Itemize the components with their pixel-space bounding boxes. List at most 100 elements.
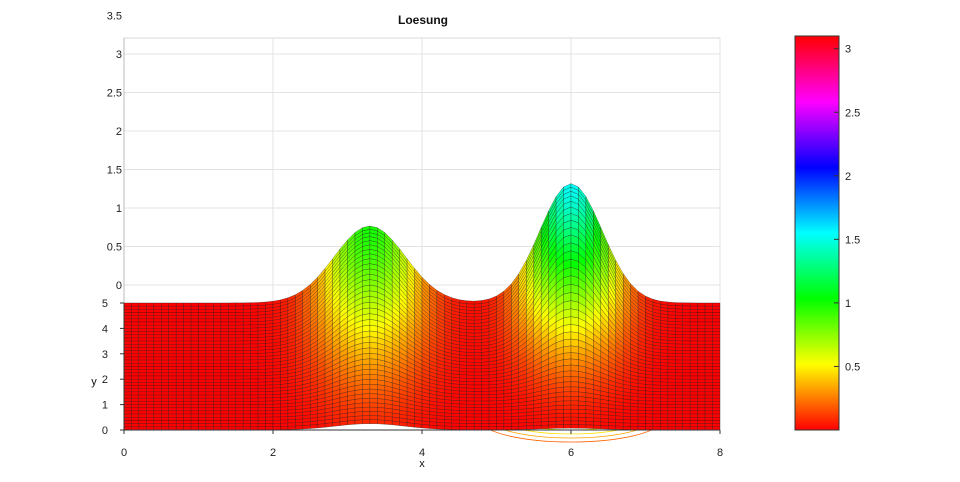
surface-quad — [474, 394, 482, 399]
surface-quad — [637, 419, 646, 424]
surface-quad — [280, 422, 289, 427]
surface-quad — [138, 309, 147, 313]
surface-quad — [228, 321, 236, 326]
surface-quad — [362, 336, 371, 344]
surface-quad — [630, 409, 639, 414]
surface-quad — [697, 372, 706, 377]
surface-quad — [123, 382, 132, 386]
surface-quad — [250, 404, 259, 408]
surface-quad — [235, 410, 244, 415]
surface-quad — [146, 325, 154, 329]
surface-quad — [265, 426, 274, 431]
surface-quad — [220, 331, 229, 335]
surface-quad — [190, 356, 199, 361]
surface-quad — [265, 397, 274, 402]
surface-quad — [183, 366, 192, 370]
surface-quad — [347, 420, 356, 425]
surface-quad — [220, 321, 229, 326]
surface-quad — [712, 394, 721, 399]
surface-quad — [414, 423, 423, 429]
surface-quad — [682, 391, 691, 396]
surface-quad — [645, 416, 654, 421]
surface-quad — [354, 415, 363, 421]
surface-quad — [250, 321, 259, 326]
z-tick-label: 0 — [116, 280, 122, 292]
surface-quad — [235, 423, 244, 427]
surface-quad — [220, 366, 229, 370]
surface-quad — [235, 363, 244, 367]
surface-quad — [369, 353, 378, 360]
surface-quad — [257, 397, 266, 402]
surface-quad — [533, 418, 542, 423]
surface-quad — [645, 413, 654, 418]
surface-quad — [272, 394, 281, 398]
surface-quad — [198, 420, 207, 424]
surface-quad — [138, 331, 147, 335]
surface-quad — [228, 369, 236, 373]
surface-quad — [675, 347, 683, 351]
surface-quad — [697, 350, 706, 354]
surface-quad — [183, 410, 192, 415]
surface-quad — [369, 398, 378, 404]
surface-quad — [131, 318, 140, 323]
surface-quad — [518, 422, 527, 427]
surface-quad — [675, 302, 683, 307]
surface-quad — [228, 331, 236, 335]
surface-quad — [235, 359, 244, 364]
surface-quad — [205, 379, 214, 383]
surface-quad — [474, 326, 482, 331]
surface-quad — [123, 413, 132, 418]
surface-quad — [153, 315, 162, 320]
surface-quad — [176, 363, 184, 367]
surface-quad — [652, 397, 661, 402]
surface-quad — [153, 366, 162, 370]
surface-quad — [257, 388, 266, 392]
surface-quad — [146, 388, 154, 393]
surface-quad — [466, 339, 475, 344]
surface-quad — [131, 353, 140, 358]
surface-quad — [131, 385, 140, 389]
surface-quad — [213, 366, 222, 370]
surface-quad — [213, 347, 222, 351]
surface-quad — [570, 324, 579, 334]
surface-quad — [153, 321, 162, 326]
surface-quad — [228, 353, 236, 358]
surface-quad — [600, 418, 609, 423]
surface-quad — [697, 344, 706, 348]
surface-quad — [369, 325, 378, 333]
surface-quad — [682, 309, 691, 313]
surface-quad — [682, 369, 691, 373]
surface-quad — [466, 426, 475, 431]
surface-quad — [243, 375, 251, 380]
surface-quad — [645, 394, 654, 399]
surface-quad — [123, 401, 132, 405]
surface-quad — [474, 358, 482, 363]
surface-quad — [198, 337, 207, 342]
surface-quad — [123, 334, 132, 339]
surface-quad — [466, 423, 475, 427]
surface-quad — [690, 318, 698, 323]
surface-quad — [176, 375, 184, 380]
surface-quad — [667, 394, 676, 399]
surface-quad — [503, 426, 512, 430]
surface-quad — [168, 407, 177, 412]
surface-quad — [176, 350, 184, 354]
surface-quad — [250, 391, 259, 396]
surface-quad — [563, 316, 572, 326]
surface-quad — [652, 381, 661, 386]
surface-quad — [220, 337, 229, 342]
surface-quad — [555, 413, 564, 418]
surface-quad — [652, 394, 661, 399]
surface-quad — [176, 379, 184, 383]
surface-quad — [585, 417, 594, 422]
surface-quad — [704, 398, 713, 402]
surface-quad — [496, 400, 505, 405]
surface-quad — [161, 318, 169, 323]
surface-quad — [272, 423, 281, 427]
surface-quad — [377, 419, 385, 425]
surface-quad — [675, 343, 683, 348]
surface-quad — [660, 352, 669, 357]
surface-quad — [205, 321, 214, 326]
surface-quad — [593, 424, 601, 429]
surface-quad — [243, 334, 251, 338]
